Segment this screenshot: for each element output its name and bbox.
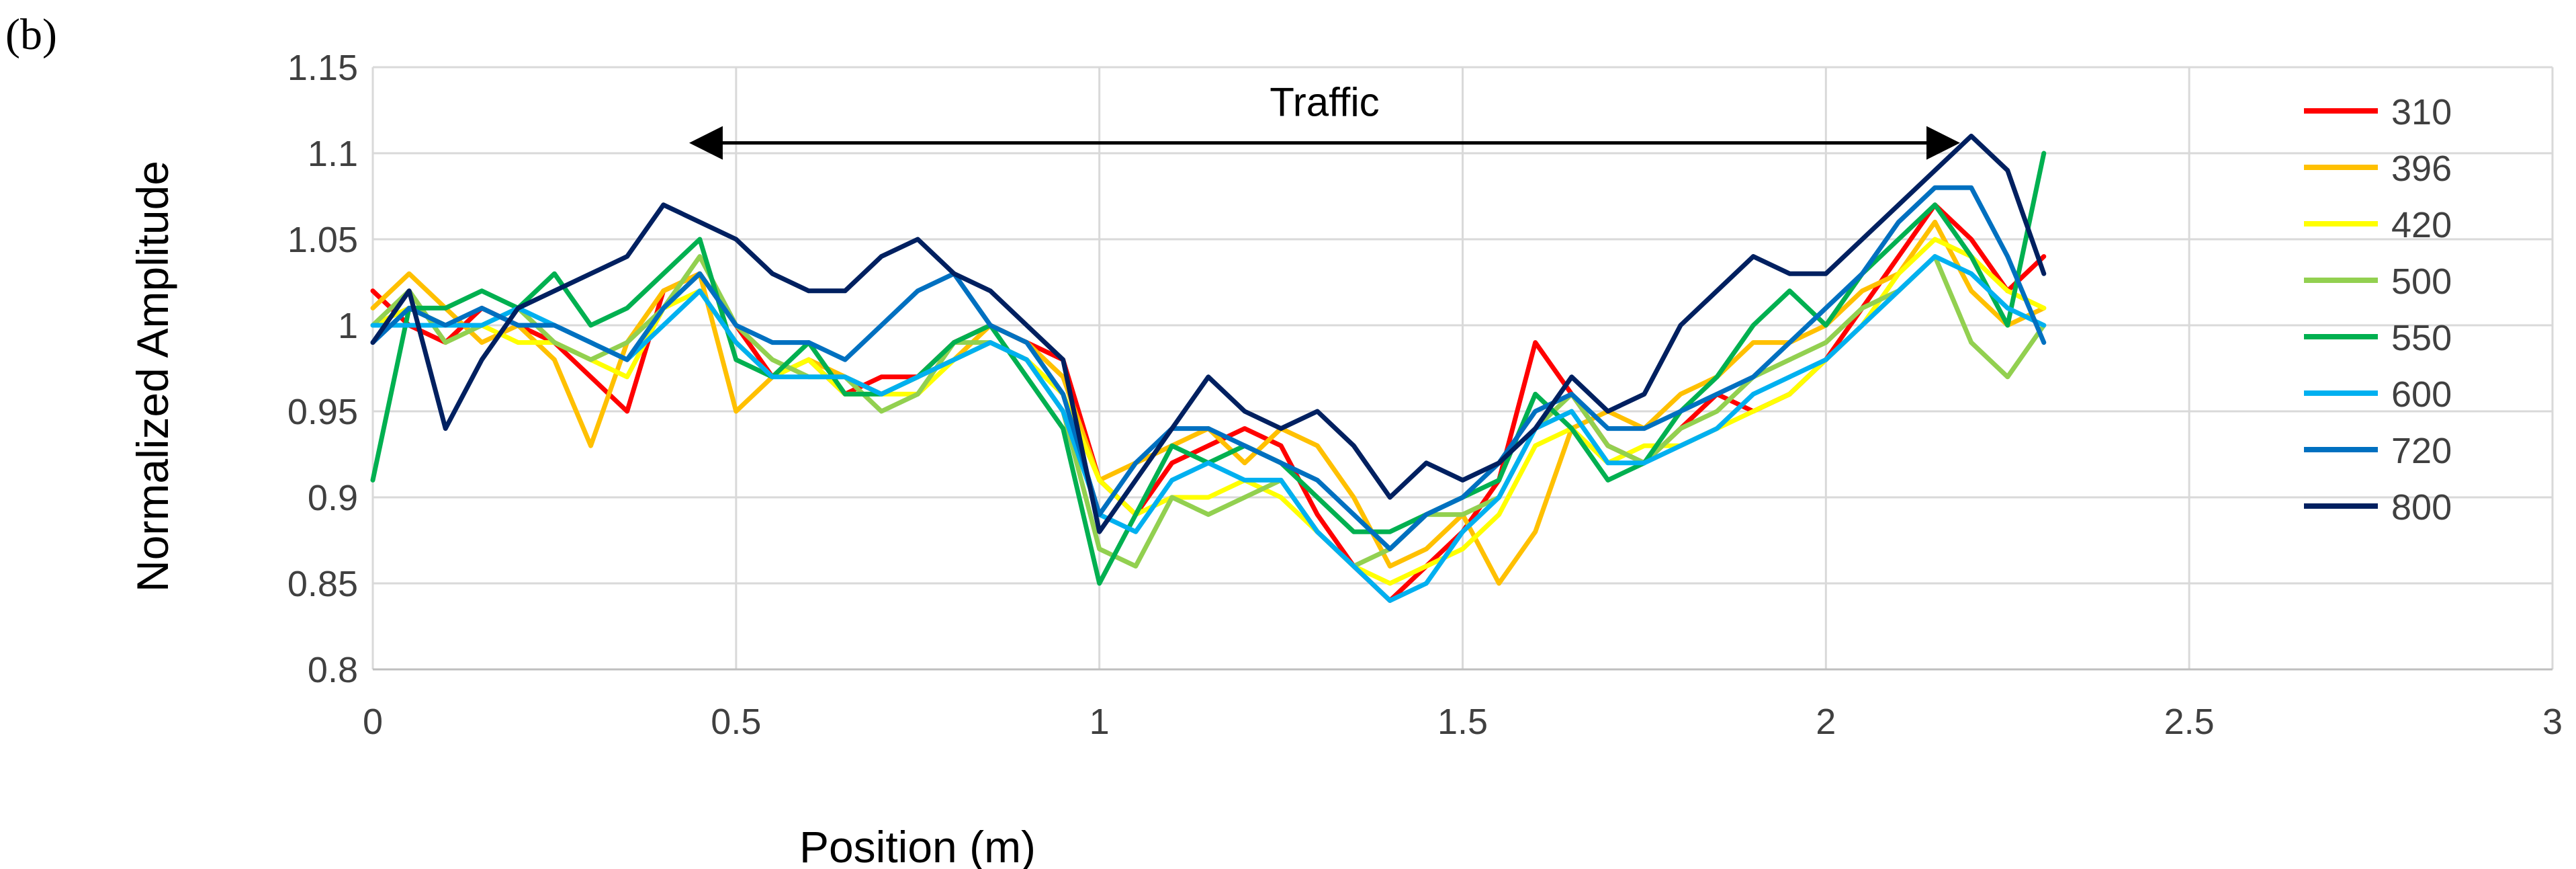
legend: 310 396 420 500 550 600 720 800 [2304, 92, 2452, 528]
x-tick-label: 1 [1090, 702, 1110, 742]
legend-label-800: 800 [2391, 487, 2452, 528]
traffic-label: Traffic [1270, 80, 1379, 125]
series-line-310 [370, 202, 2047, 604]
legend-label-310: 310 [2391, 92, 2452, 132]
y-tick-label: 0.95 [287, 392, 358, 432]
legend-label-720: 720 [2391, 431, 2452, 471]
y-axis-label: Normalized Amplitude [128, 161, 177, 592]
series-line-420 [370, 237, 2047, 586]
series-line-720 [370, 185, 2047, 552]
y-tick-label: 1.1 [308, 134, 358, 174]
y-tick-label: 0.9 [308, 478, 358, 518]
legend-label-500: 500 [2391, 261, 2452, 302]
x-tick-label: 0.5 [711, 702, 761, 742]
x-tick-labels: 0 0.5 1 1.5 2 2.5 3 [363, 702, 2563, 742]
series-line-396 [370, 219, 2047, 586]
legend-label-550: 550 [2391, 318, 2452, 358]
y-tick-label: 1.05 [287, 220, 358, 260]
x-axis-label: Position (m) [799, 822, 1036, 869]
panel-label: (b) [5, 10, 57, 59]
x-tick-label: 2.5 [2164, 702, 2215, 742]
x-tick-label: 3 [2542, 702, 2563, 742]
series-line-600 [370, 254, 2047, 604]
y-tick-label: 1 [338, 306, 358, 346]
series-line-800 [370, 133, 2047, 534]
series-lines [370, 133, 2047, 604]
grid-lines [371, 66, 2554, 671]
y-tick-labels: 0.8 0.85 0.9 0.95 1 1.05 1.1 1.15 [287, 48, 358, 690]
x-tick-label: 1.5 [1437, 702, 1488, 742]
y-tick-label: 1.15 [287, 48, 358, 88]
x-tick-label: 2 [1816, 702, 1836, 742]
legend-label-396: 396 [2391, 149, 2452, 189]
traffic-annotation: Traffic [689, 80, 1961, 160]
series-line-500 [370, 254, 2047, 569]
legend-label-600: 600 [2391, 374, 2452, 415]
y-tick-label: 0.85 [287, 564, 358, 604]
series-line-550 [370, 151, 2047, 586]
x-tick-label: 0 [363, 702, 383, 742]
legend-label-420: 420 [2391, 205, 2452, 245]
y-tick-label: 0.8 [308, 650, 358, 690]
